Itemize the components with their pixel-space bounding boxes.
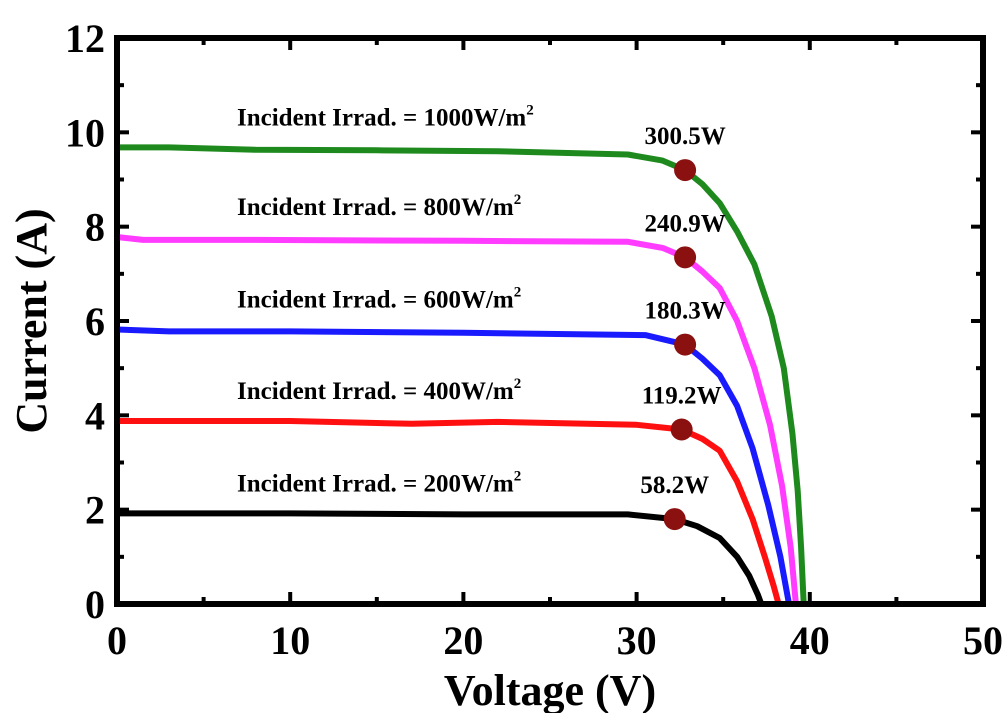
series-line [114,418,782,607]
x-tick-label: 50 [963,618,1003,663]
irradiance-label: Incident Irrad. = 1000W/m2 [237,102,534,131]
mpp-power-label: 300.5W [644,123,725,150]
y-tick-label: 4 [85,393,105,438]
irradiance-label-superscript: 2 [514,468,522,484]
y-tick-label: 2 [85,488,105,533]
mpp-power-label: 240.9W [644,210,725,237]
x-tick-label: 40 [790,618,830,663]
y-tick-label: 6 [85,299,105,344]
y-tick-label: 10 [65,110,105,155]
mpp-point [674,246,697,269]
series-line [114,234,799,607]
x-tick-label: 0 [107,618,127,663]
irradiance-label-text: Incident Irrad. = 600W/m [237,286,514,313]
mpp-power-label: 180.3W [644,298,725,325]
irradiance-label-text: Incident Irrad. = 400W/m [237,378,514,405]
mpp-point [674,333,697,356]
y-tick-label: 8 [85,205,105,250]
irradiance-label-superscript: 2 [514,284,522,300]
mpp-point [674,159,697,182]
tick-labels: 0 10 20 30 40 50 0 2 4 6 8 10 12 [65,16,1003,663]
irradiance-label-superscript: 2 [514,192,522,208]
series-layer [114,144,807,607]
series-line [114,144,807,607]
y-tick-label: 12 [65,16,105,61]
series-line [114,326,792,607]
irradiance-label: Incident Irrad. = 400W/m2 [237,376,521,405]
irradiance-label-text: Incident Irrad. = 200W/m [237,470,514,497]
irradiance-label-superscript: 2 [526,102,534,118]
x-tick-label: 10 [270,618,310,663]
mpp-power-label: 58.2W [640,472,709,499]
irradiance-label-text: Incident Irrad. = 800W/m [237,194,514,221]
irradiance-label: Incident Irrad. = 800W/m2 [237,192,521,221]
series-line [114,510,765,607]
y-axis-title: Current (A) [7,208,56,433]
x-tick-label: 30 [617,618,657,663]
irradiance-label-superscript: 2 [514,376,522,392]
mpp-point [663,508,686,531]
plot-frame [114,35,986,607]
x-axis-title: Voltage (V) [444,666,656,713]
y-tick-label: 0 [85,582,105,627]
irradiance-label: Incident Irrad. = 600W/m2 [237,284,521,313]
mpp-markers: 300.5W 240.9W 180.3W 119.2W 58.2W [640,123,726,531]
irradiance-label-text: Incident Irrad. = 1000W/m [237,104,526,131]
mpp-power-label: 119.2W [642,382,722,409]
x-tick-label: 20 [443,618,483,663]
mpp-point [670,418,693,441]
irradiance-label: Incident Irrad. = 200W/m2 [237,468,521,497]
